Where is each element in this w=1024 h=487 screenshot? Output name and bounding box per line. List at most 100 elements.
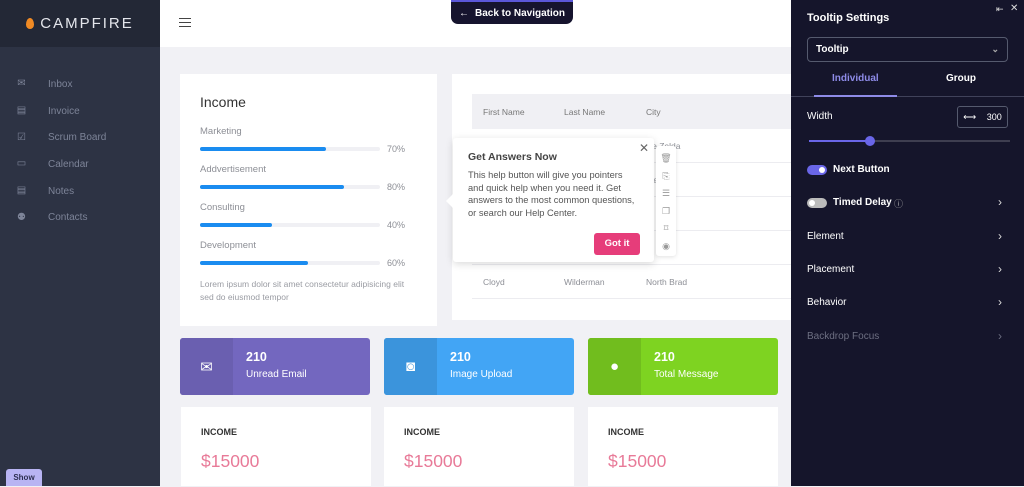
tooltip-title: Get Answers Now: [468, 151, 557, 163]
column-header-city[interactable]: City: [646, 106, 661, 117]
income-card-value: $15000: [608, 451, 667, 471]
select-value: Tooltip: [816, 44, 849, 55]
mail-icon: ✉: [180, 338, 233, 395]
tabs: Individual Group: [791, 64, 1024, 97]
stat-number: 210: [654, 350, 675, 364]
next-button-label: Next Button: [833, 164, 890, 175]
brand-logo[interactable]: CAMPFIRE: [0, 0, 160, 47]
sidebar-item-notes[interactable]: ▤ Notes: [0, 178, 160, 205]
stat-card-unread-email[interactable]: ✉ 210 Unread Email: [180, 338, 370, 395]
stat-number: 210: [246, 350, 267, 364]
chevron-right-icon[interactable]: ›: [998, 195, 1002, 209]
progress-bar: [200, 185, 380, 189]
chevron-down-icon: ⌄: [991, 44, 999, 54]
stat-card-total-message[interactable]: ● 210 Total Message: [588, 338, 778, 395]
target-icon[interactable]: ◉: [662, 240, 670, 251]
progress-bar: [200, 147, 380, 151]
timed-delay-label: Timed Delay: [833, 197, 892, 208]
help-tooltip: ✕ Get Answers Now This help button will …: [446, 138, 654, 262]
stat-label: Image Upload: [450, 369, 513, 380]
active-tab-indicator: [814, 95, 897, 97]
slider-thumb[interactable]: [865, 136, 875, 146]
income-summary-card: INCOME $15000: [384, 407, 574, 486]
bookmark-icon[interactable]: ⌑: [663, 223, 669, 233]
progress-label: Development: [200, 240, 256, 251]
camera-icon: ◙: [384, 338, 437, 395]
sidebar-item-calendar[interactable]: ▭ Calendar: [0, 151, 160, 178]
adjust-icon[interactable]: ☰: [661, 188, 671, 198]
back-to-navigation-button[interactable]: ← Back to Navigation: [451, 0, 573, 24]
progress-item: Development 60%: [200, 240, 417, 268]
add-contact-icon: ⚉: [17, 211, 26, 223]
panel-title: Tooltip Settings: [807, 12, 890, 24]
sidebar-item-label: Invoice: [48, 105, 80, 117]
chevron-right-icon[interactable]: ›: [998, 295, 1002, 309]
sidebar-item-label: Calendar: [48, 158, 89, 170]
income-summary-card: INCOME $15000: [588, 407, 778, 486]
placement-setting[interactable]: Placement: [807, 264, 855, 275]
show-button[interactable]: Show: [6, 469, 42, 486]
type-select[interactable]: Tooltip ⌄: [807, 37, 1008, 62]
timed-delay-toggle[interactable]: [807, 198, 827, 208]
got-it-button[interactable]: Got it: [594, 233, 640, 255]
brand-name: CAMPFIRE: [40, 15, 134, 32]
next-button-toggle[interactable]: [807, 165, 827, 175]
tab-individual[interactable]: Individual: [832, 73, 879, 84]
chevron-right-icon[interactable]: ›: [998, 329, 1002, 343]
sidebar: CAMPFIRE ✉ Inbox ▤ Invoice ☑ Scrum Board ▭ C…: [0, 0, 160, 486]
tooltip-settings-panel: ⇤ ✕ Tooltip Settings Tooltip ⌄ Individual…: [791, 0, 1024, 486]
progress-item: Addvertisement 80%: [200, 164, 417, 192]
column-header-first-name[interactable]: First Name: [483, 106, 525, 117]
sidebar-nav: ✉ Inbox ▤ Invoice ☑ Scrum Board ▭ Calendar ▤…: [0, 71, 160, 231]
column-header-last-name[interactable]: Last Name: [564, 106, 606, 117]
progress-label: Consulting: [200, 202, 245, 213]
table-header: First Name Last Name City: [472, 94, 791, 129]
income-summary-card: INCOME $15000: [181, 407, 371, 486]
income-title: Income: [200, 94, 246, 110]
copy-icon[interactable]: ⎘: [662, 170, 670, 181]
chat-icon: ●: [588, 338, 641, 395]
income-card-title: INCOME: [404, 427, 440, 437]
envelope-icon: ✉: [17, 78, 26, 90]
income-card-value: $15000: [404, 451, 463, 471]
stat-label: Unread Email: [246, 369, 307, 380]
duplicate-icon[interactable]: ❐: [661, 205, 671, 216]
sidebar-item-inbox[interactable]: ✉ Inbox: [0, 71, 160, 98]
sidebar-item-label: Contacts: [48, 212, 88, 224]
chevron-right-icon[interactable]: ›: [998, 262, 1002, 276]
close-icon[interactable]: ✕: [1010, 3, 1019, 14]
table-row[interactable]: Cloyd Wilderman North Brad: [472, 265, 791, 299]
sidebar-item-label: Notes: [48, 185, 75, 197]
width-input[interactable]: ⟷ 300: [957, 106, 1008, 128]
income-card: Income Marketing 70% Addvertisement 80% …: [180, 74, 437, 326]
info-icon[interactable]: ⓘ: [894, 199, 904, 209]
invoice-icon: ▤: [16, 105, 27, 117]
hamburger-menu-icon[interactable]: [179, 18, 191, 27]
income-card-title: INCOME: [608, 427, 644, 437]
income-card-value: $15000: [201, 451, 260, 471]
sidebar-item-contacts[interactable]: ⚉ Contacts: [0, 204, 160, 231]
progress-item: Marketing 70%: [200, 126, 417, 154]
progress-percent: 80%: [387, 182, 406, 192]
progress-label: Addvertisement: [200, 164, 267, 175]
stat-card-image-upload[interactable]: ◙ 210 Image Upload: [384, 338, 574, 395]
stat-number: 210: [450, 350, 471, 364]
chevron-right-icon[interactable]: ›: [998, 229, 1002, 243]
notes-icon: ▤: [16, 185, 27, 197]
behavior-setting[interactable]: Behavior: [807, 297, 847, 308]
delete-icon[interactable]: 🗑: [660, 153, 672, 163]
pin-left-icon[interactable]: ⇤: [996, 4, 1004, 14]
progress-item: Consulting 40%: [200, 202, 417, 230]
horizontal-resize-icon: ⟷: [963, 111, 977, 122]
backdrop-focus-setting[interactable]: Backdrop Focus: [807, 331, 880, 342]
back-button-label: Back to Navigation: [474, 7, 566, 19]
sidebar-item-label: Scrum Board: [48, 132, 107, 144]
stat-label: Total Message: [654, 369, 719, 380]
tab-group[interactable]: Group: [946, 73, 976, 84]
close-icon[interactable]: ✕: [638, 141, 649, 155]
width-slider[interactable]: [809, 136, 1010, 146]
sidebar-item-invoice[interactable]: ▤ Invoice: [0, 98, 160, 125]
width-label: Width: [807, 111, 833, 122]
sidebar-item-scrum-board[interactable]: ☑ Scrum Board: [0, 124, 160, 151]
element-setting[interactable]: Element: [807, 231, 844, 242]
